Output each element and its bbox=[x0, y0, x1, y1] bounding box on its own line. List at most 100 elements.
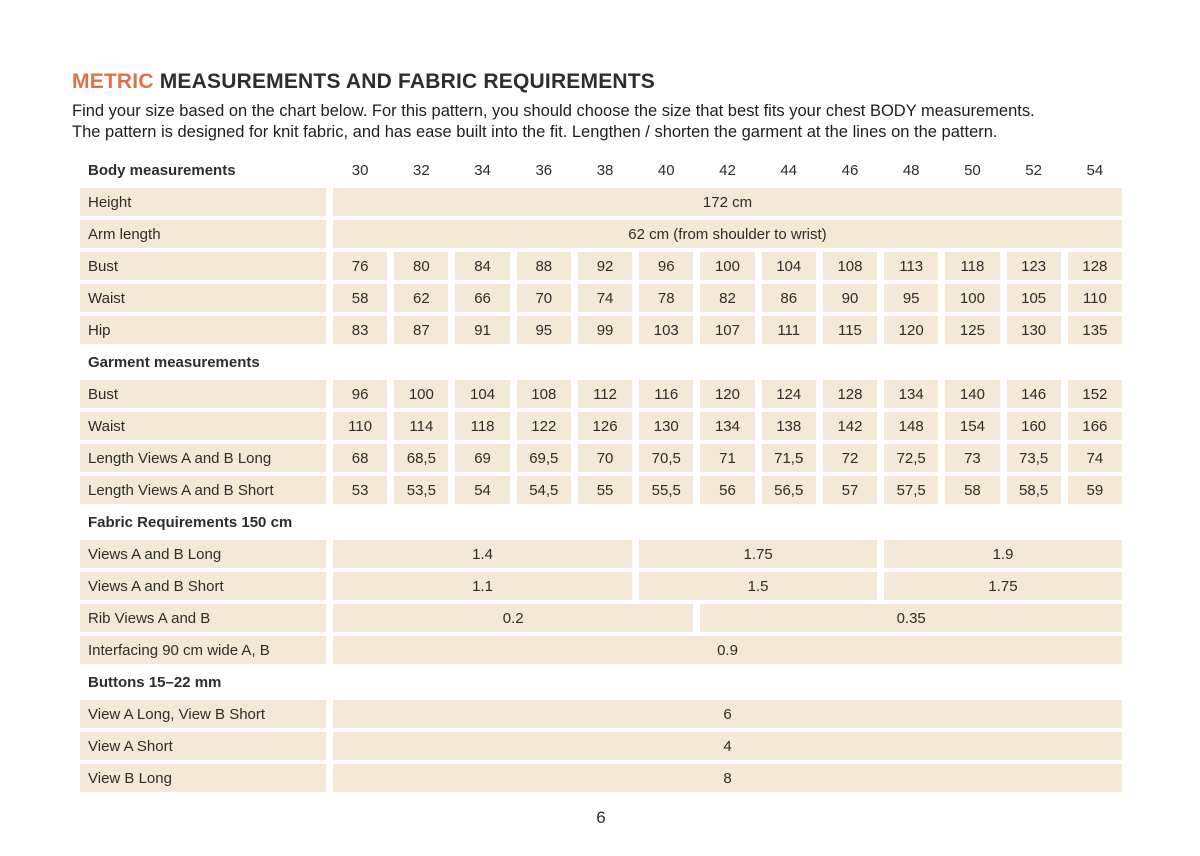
size-column-header: 30 bbox=[351, 161, 369, 179]
table-cell: 58 bbox=[333, 284, 388, 312]
table-cell: 123 bbox=[1006, 252, 1061, 280]
row-label: Rib Views A and B bbox=[80, 604, 326, 632]
intro-line-1: Find your size based on the chart below.… bbox=[72, 102, 1035, 120]
table-cell: 128 bbox=[822, 380, 878, 408]
table-cell: 107 bbox=[700, 316, 755, 344]
measurement-table: Body measurements 30 32 34 36 38 40 42 44 46 48 50 5… bbox=[80, 156, 1122, 792]
table-cell: 71 bbox=[700, 444, 755, 472]
table-cell: 87 bbox=[394, 316, 449, 344]
table-cell: 124 bbox=[761, 380, 816, 408]
table-cell: 108 bbox=[516, 380, 571, 408]
table-cell: 56 bbox=[700, 476, 755, 504]
table-cell: 58 bbox=[945, 476, 1000, 504]
table-cell: 70 bbox=[577, 444, 633, 472]
table-cell: 74 bbox=[577, 284, 633, 312]
table-span-cell: 1.1 bbox=[333, 572, 633, 600]
size-column-header: 54 bbox=[1086, 161, 1104, 179]
table-cell: 57 bbox=[822, 476, 878, 504]
table-cell: 108 bbox=[822, 252, 878, 280]
content: METRIC MEASUREMENTS AND FABRIC REQUIREME… bbox=[72, 70, 1122, 827]
table-cell: 55 bbox=[577, 476, 633, 504]
table-cell: 82 bbox=[700, 284, 755, 312]
table-cell: 95 bbox=[884, 284, 939, 312]
table-span-cell: 1.9 bbox=[884, 540, 1122, 568]
size-column-header: 32 bbox=[412, 161, 430, 179]
table-span-cell: 0.9 bbox=[333, 636, 1122, 664]
table-span-cell: 0.2 bbox=[333, 604, 694, 632]
table-span-cell: 1.4 bbox=[333, 540, 633, 568]
section-header: Body measurements bbox=[88, 161, 236, 179]
section-header: Fabric Requirements 150 cm bbox=[88, 513, 293, 531]
size-column-header: 38 bbox=[596, 161, 614, 179]
table-cell: 128 bbox=[1067, 252, 1122, 280]
table-cell: 66 bbox=[455, 284, 510, 312]
row-label: Waist bbox=[80, 284, 326, 312]
table-span-cell: 172 cm bbox=[333, 188, 1122, 216]
table-cell: 154 bbox=[945, 412, 1000, 440]
table-cell: 96 bbox=[639, 252, 694, 280]
table-cell: 138 bbox=[761, 412, 816, 440]
table-cell: 80 bbox=[394, 252, 449, 280]
table-cell: 91 bbox=[455, 316, 510, 344]
table-cell: 146 bbox=[1006, 380, 1061, 408]
table-cell: 111 bbox=[761, 316, 816, 344]
row-label: View A Short bbox=[80, 732, 326, 760]
row-label: Views A and B Short bbox=[80, 572, 326, 600]
table-cell: 74 bbox=[1067, 444, 1122, 472]
table-cell: 71,5 bbox=[761, 444, 816, 472]
table-cell: 134 bbox=[700, 412, 755, 440]
table-cell: 113 bbox=[884, 252, 939, 280]
table-cell: 135 bbox=[1067, 316, 1122, 344]
table-cell: 112 bbox=[577, 380, 633, 408]
table-span-cell: 1.75 bbox=[639, 540, 878, 568]
table-span-cell: 8 bbox=[333, 764, 1122, 792]
size-column-header: 50 bbox=[964, 161, 981, 179]
row-label: Length Views A and B Short bbox=[80, 476, 326, 504]
table-span-cell: 6 bbox=[333, 700, 1122, 728]
table-cell: 76 bbox=[333, 252, 388, 280]
table-cell: 99 bbox=[577, 316, 633, 344]
row-label: Length Views A and B Long bbox=[80, 444, 326, 472]
table-cell: 130 bbox=[639, 412, 694, 440]
table-cell: 55,5 bbox=[639, 476, 694, 504]
table-cell: 96 bbox=[333, 380, 388, 408]
table-cell: 105 bbox=[1006, 284, 1061, 312]
table-cell: 125 bbox=[945, 316, 1000, 344]
section-header: Garment measurements bbox=[88, 353, 260, 371]
table-span-cell: 1.5 bbox=[639, 572, 878, 600]
table-cell: 126 bbox=[577, 412, 633, 440]
table-cell: 53,5 bbox=[394, 476, 449, 504]
table-cell: 69 bbox=[455, 444, 510, 472]
size-column-header: 46 bbox=[841, 161, 859, 179]
table-cell: 120 bbox=[884, 316, 939, 344]
table-cell: 78 bbox=[639, 284, 694, 312]
table-span-cell: 0.35 bbox=[700, 604, 1122, 632]
row-label: Arm length bbox=[80, 220, 326, 248]
table-cell: 90 bbox=[822, 284, 878, 312]
intro-line-2: The pattern is designed for knit fabric,… bbox=[72, 123, 998, 141]
table-cell: 59 bbox=[1067, 476, 1122, 504]
table-cell: 116 bbox=[639, 380, 694, 408]
table-cell: 134 bbox=[884, 380, 939, 408]
row-label: Views A and B Long bbox=[80, 540, 326, 568]
table-cell: 88 bbox=[516, 252, 571, 280]
size-column-header: 48 bbox=[902, 161, 920, 179]
table-cell: 120 bbox=[700, 380, 755, 408]
row-label: Bust bbox=[80, 380, 326, 408]
size-column-header: 36 bbox=[535, 161, 553, 179]
table-cell: 72,5 bbox=[884, 444, 939, 472]
table-cell: 100 bbox=[394, 380, 449, 408]
table-span-cell: 62 cm (from shoulder to wrist) bbox=[333, 220, 1122, 248]
size-column-header: 40 bbox=[657, 161, 675, 179]
table-cell: 104 bbox=[761, 252, 816, 280]
table-span-cell: 4 bbox=[333, 732, 1122, 760]
page-title-rest: MEASUREMENTS AND FABRIC REQUIREMENTS bbox=[153, 70, 656, 93]
table-cell: 166 bbox=[1067, 412, 1122, 440]
table-cell: 58,5 bbox=[1006, 476, 1061, 504]
row-label: View A Long, View B Short bbox=[80, 700, 326, 728]
table-cell: 62 bbox=[394, 284, 449, 312]
table-cell: 92 bbox=[577, 252, 633, 280]
row-label: Interfacing 90 cm wide A, B bbox=[80, 636, 326, 664]
table-cell: 70 bbox=[516, 284, 571, 312]
